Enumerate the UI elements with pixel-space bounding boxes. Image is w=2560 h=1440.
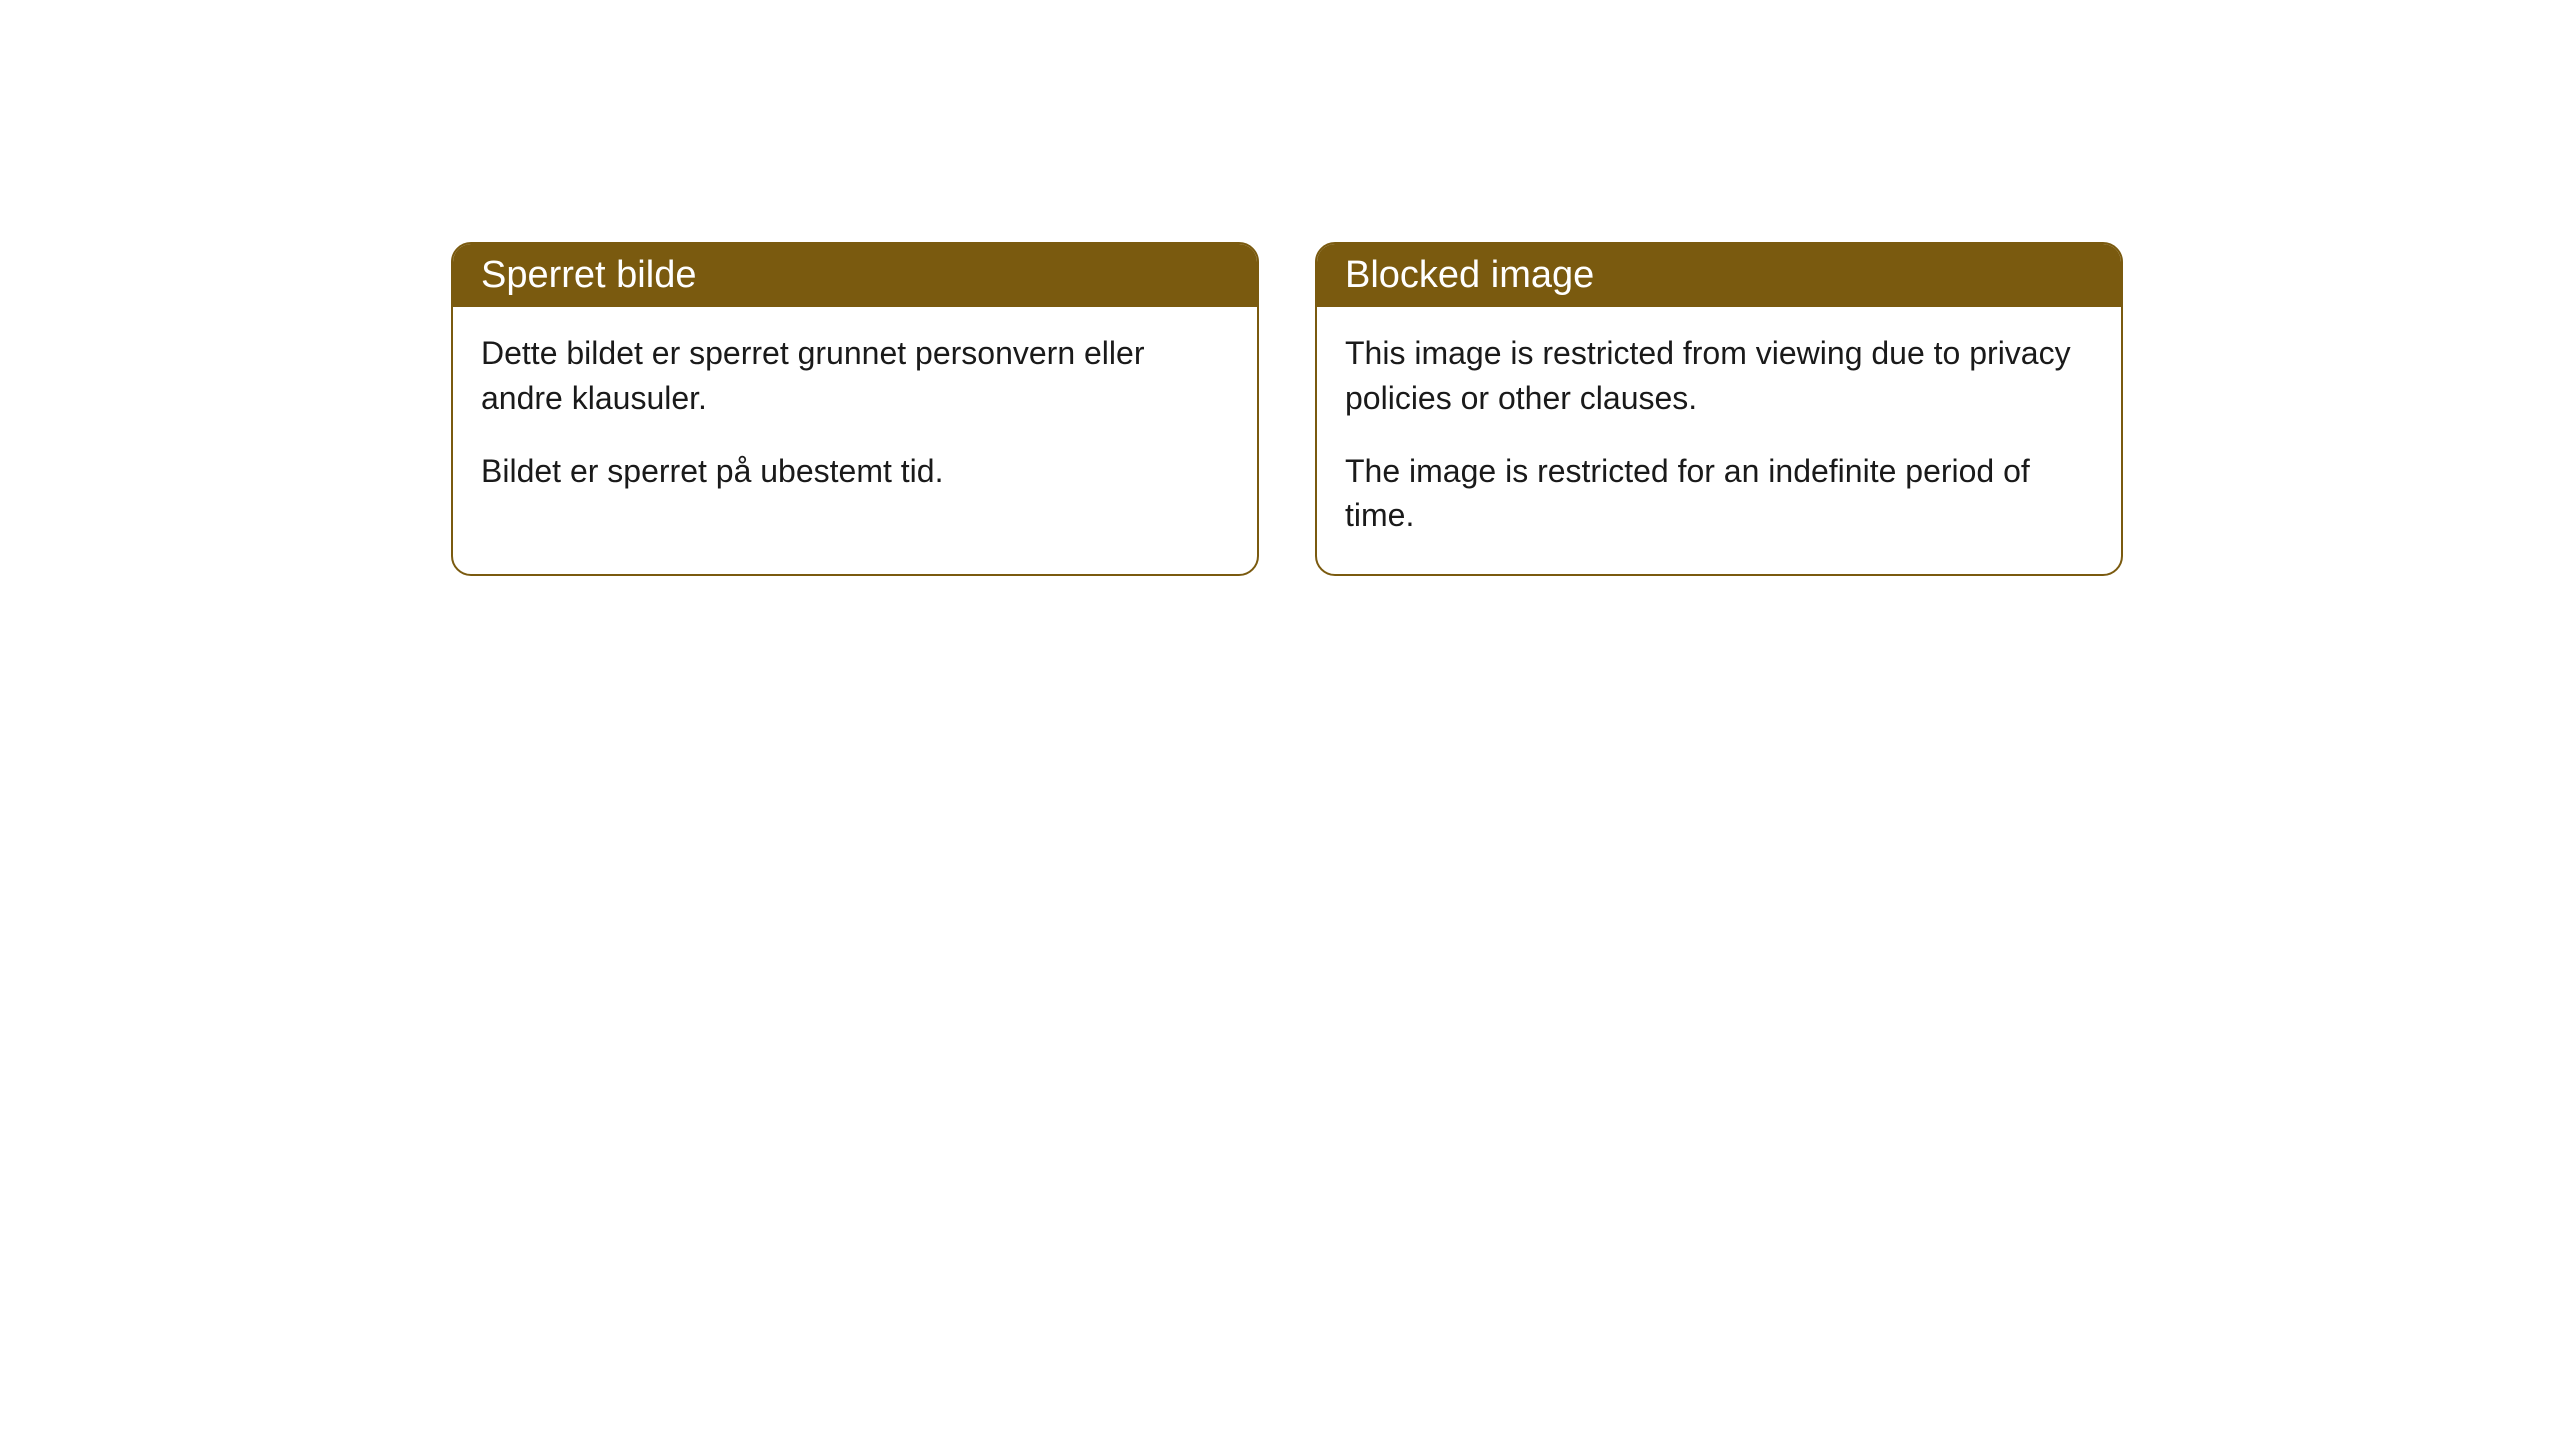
card-body-p2-no: Bildet er sperret på ubestemt tid. xyxy=(481,449,1229,494)
card-body-p1-en: This image is restricted from viewing du… xyxy=(1345,331,2093,421)
card-body-no: Dette bildet er sperret grunnet personve… xyxy=(453,307,1257,529)
card-body-p1-no: Dette bildet er sperret grunnet personve… xyxy=(481,331,1229,421)
card-header-en: Blocked image xyxy=(1317,244,2121,307)
cards-container: Sperret bilde Dette bildet er sperret gr… xyxy=(0,0,2560,576)
blocked-image-card-no: Sperret bilde Dette bildet er sperret gr… xyxy=(451,242,1259,576)
card-body-en: This image is restricted from viewing du… xyxy=(1317,307,2121,574)
card-body-p2-en: The image is restricted for an indefinit… xyxy=(1345,449,2093,539)
card-header-no: Sperret bilde xyxy=(453,244,1257,307)
blocked-image-card-en: Blocked image This image is restricted f… xyxy=(1315,242,2123,576)
